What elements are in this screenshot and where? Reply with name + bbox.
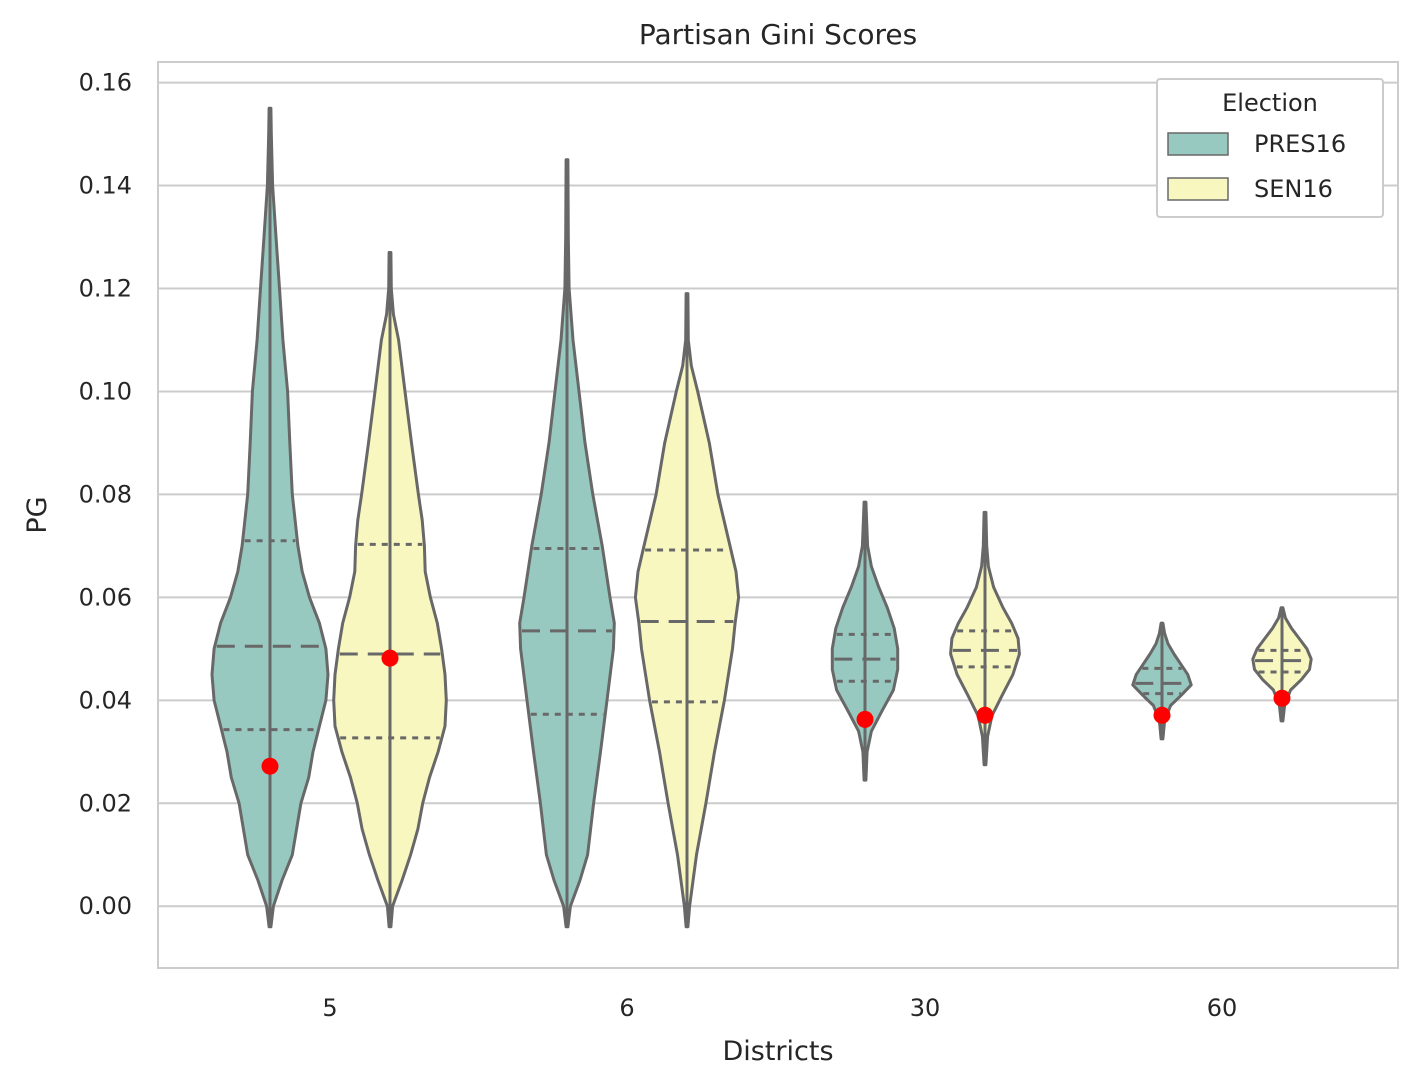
legend-title: Election: [1222, 89, 1318, 117]
y-tick-label: 0.10: [79, 377, 132, 405]
y-tick-label: 0.00: [79, 892, 132, 920]
legend: Election PRES16 SEN16: [1156, 78, 1384, 218]
x-tick-label: 60: [1207, 994, 1238, 1022]
markers: [261, 649, 1291, 775]
y-tick-label: 0.06: [79, 583, 132, 611]
x-tick-label: 5: [322, 994, 337, 1022]
enacted-plan-marker: [856, 710, 874, 728]
x-tick-label: 6: [619, 994, 634, 1022]
x-tick-labels: 5 6 30 60: [322, 994, 1237, 1022]
y-tick-label: 0.12: [79, 275, 132, 303]
x-axis-label: Districts: [722, 1036, 833, 1067]
legend-label: PRES16: [1254, 130, 1346, 158]
legend-items: PRES16 SEN16: [1167, 130, 1346, 203]
violins: [210, 106, 1313, 929]
y-tick-labels: 0.00 0.02 0.04 0.06 0.08 0.10 0.12 0.14 0.16: [79, 69, 132, 921]
plot-frame: [157, 61, 1399, 969]
y-tick-label: 0.04: [79, 686, 132, 714]
y-tick-label: 0.16: [79, 69, 132, 97]
enacted-plan-marker: [261, 757, 279, 775]
chart-title: Partisan Gini Scores: [639, 18, 917, 51]
enacted-plan-marker: [1273, 689, 1291, 707]
y-axis-label: PG: [22, 496, 53, 533]
enacted-plan-marker: [381, 649, 399, 667]
legend-swatch: [1167, 177, 1229, 201]
legend-swatch: [1167, 132, 1229, 156]
y-tick-label: 0.02: [79, 789, 132, 817]
y-tick-label: 0.08: [79, 480, 132, 508]
legend-label: SEN16: [1254, 175, 1333, 203]
enacted-plan-marker: [1153, 706, 1171, 724]
x-tick-label: 30: [910, 994, 941, 1022]
y-tick-label: 0.14: [79, 172, 132, 200]
enacted-plan-marker: [976, 706, 994, 724]
